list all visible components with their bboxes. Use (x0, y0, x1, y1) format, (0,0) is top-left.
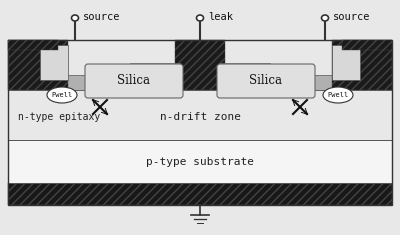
Bar (332, 40, 392, 90)
Ellipse shape (196, 15, 204, 21)
Bar (220, 63, 270, 77)
Ellipse shape (322, 15, 328, 21)
Bar (8, 183, 392, 205)
Bar (8, 140, 392, 183)
Bar (332, 45, 360, 80)
Bar (342, 40, 392, 50)
Bar (8, 75, 392, 90)
Text: leak: leak (208, 12, 233, 22)
Ellipse shape (47, 87, 77, 103)
Bar (8, 40, 68, 90)
Text: source: source (333, 12, 370, 22)
Ellipse shape (72, 15, 78, 21)
Bar (8, 40, 392, 205)
Bar (130, 63, 180, 77)
Text: source: source (83, 12, 120, 22)
Bar (40, 45, 68, 80)
Ellipse shape (323, 87, 353, 103)
Bar (8, 40, 58, 50)
Text: Pwell: Pwell (327, 92, 349, 98)
FancyBboxPatch shape (217, 64, 315, 98)
Text: Silica: Silica (118, 74, 150, 87)
Text: p-type substrate: p-type substrate (146, 157, 254, 167)
Text: n-drift zone: n-drift zone (160, 112, 240, 122)
Bar (175, 40, 225, 90)
FancyBboxPatch shape (85, 64, 183, 98)
Bar (8, 90, 392, 140)
Text: Silica: Silica (250, 74, 282, 87)
Text: n-type epitaxy: n-type epitaxy (18, 112, 100, 122)
Text: Pwell: Pwell (51, 92, 73, 98)
